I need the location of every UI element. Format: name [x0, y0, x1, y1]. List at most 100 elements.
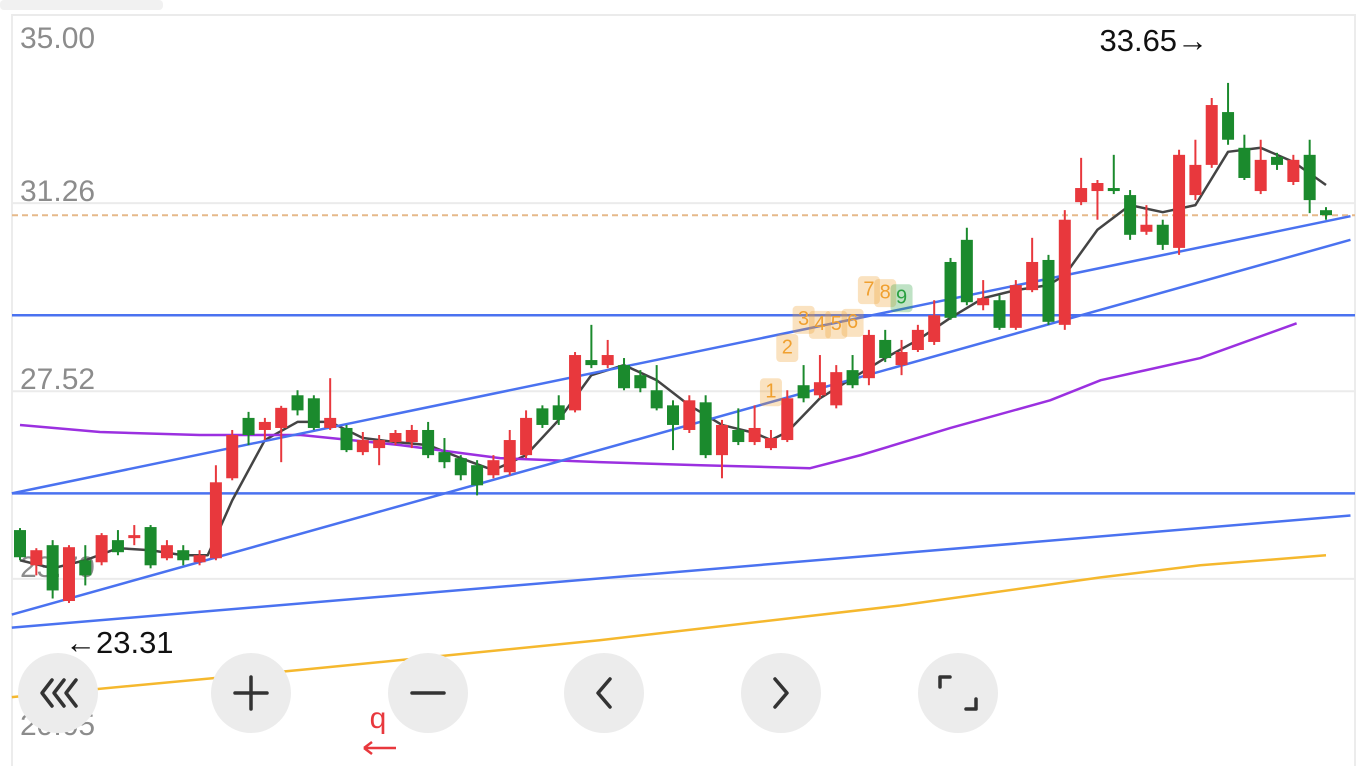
- zoom-out-button[interactable]: [388, 653, 468, 733]
- candle-body: [46, 545, 59, 591]
- candle-body: [862, 334, 875, 379]
- candle-body: [781, 398, 794, 441]
- candle-body: [79, 560, 92, 576]
- candle-body: [503, 440, 516, 473]
- td-label: 6: [847, 311, 858, 333]
- candle-body: [1058, 219, 1071, 325]
- candle-body: [1042, 259, 1055, 322]
- candle-body: [1140, 224, 1153, 232]
- candle-body: [977, 298, 990, 306]
- td-box: [792, 305, 815, 334]
- td-box: [890, 284, 913, 313]
- candle-body: [715, 424, 728, 456]
- candle-body: [1075, 188, 1088, 203]
- trend-line: [11, 514, 1351, 629]
- td-label: 7: [863, 278, 874, 300]
- td-box: [841, 308, 864, 337]
- candle-body: [585, 360, 598, 366]
- candle-body: [30, 550, 43, 566]
- candle-body: [242, 417, 255, 436]
- candle-body: [144, 527, 157, 566]
- min-label: ←23.31: [65, 625, 174, 660]
- max-label: 33.65→: [1099, 23, 1208, 58]
- candle-body: [193, 555, 206, 563]
- candle-body: [1320, 210, 1332, 216]
- candle-body: [275, 407, 288, 428]
- td-box: [776, 333, 799, 362]
- td-label: 4: [814, 313, 825, 335]
- candle-body: [748, 427, 761, 443]
- candle-body: [1287, 159, 1300, 182]
- scroll-left-button[interactable]: [564, 653, 644, 733]
- y-tick-label: 27.52: [20, 363, 95, 396]
- candle-body: [1107, 188, 1120, 192]
- td-box: [808, 310, 831, 339]
- candle-body: [699, 402, 712, 456]
- candle-body: [209, 482, 222, 559]
- candle-body: [634, 375, 647, 389]
- candle-body: [683, 400, 696, 430]
- candle-body: [895, 352, 908, 366]
- candle-body: [813, 382, 826, 396]
- candle-body: [324, 417, 337, 428]
- candle-body: [160, 545, 173, 559]
- candle-body: [422, 429, 435, 456]
- candle-body: [830, 372, 843, 406]
- candle-body: [487, 460, 500, 476]
- scroll-right-button[interactable]: [741, 653, 821, 733]
- candle-body: [1238, 147, 1251, 178]
- candle-body: [618, 365, 631, 389]
- candle-body: [764, 438, 777, 449]
- td-label: 1: [765, 381, 776, 403]
- collapse-button[interactable]: [18, 653, 98, 733]
- candle-body: [1156, 224, 1169, 245]
- candle-body: [340, 427, 353, 451]
- candle-body: [911, 329, 924, 351]
- fullscreen-button[interactable]: [918, 653, 998, 733]
- candle-body: [1254, 159, 1267, 192]
- candle-body: [1222, 112, 1235, 140]
- td-box: [857, 276, 880, 305]
- td-box: [759, 378, 782, 407]
- candle-body: [356, 440, 369, 453]
- candle-body: [226, 435, 239, 479]
- candle-body: [405, 429, 418, 443]
- candle-body: [291, 395, 304, 411]
- candle-body: [928, 315, 941, 342]
- candle-body: [1189, 164, 1202, 196]
- candle-body: [1271, 156, 1284, 165]
- candle-body: [993, 300, 1006, 328]
- candle-body: [1124, 195, 1137, 235]
- candle-body: [960, 239, 973, 303]
- td-label: 3: [798, 308, 809, 330]
- y-tick-label: 35.00: [20, 22, 95, 55]
- zoom-in-button[interactable]: [211, 653, 291, 733]
- marker-arrow: [363, 741, 396, 755]
- candle-body: [536, 408, 549, 425]
- candle-body: [1091, 183, 1104, 192]
- y-tick-label: 31.26: [20, 175, 95, 208]
- td-box: [874, 279, 897, 308]
- candle-body: [520, 417, 533, 456]
- candle-body: [95, 535, 108, 563]
- candle-body: [1303, 154, 1316, 201]
- td-label: 2: [782, 336, 793, 358]
- candle-body: [389, 433, 402, 443]
- candle-body: [62, 547, 75, 602]
- candle-body: [569, 355, 582, 411]
- candle-body: [667, 405, 679, 425]
- candle-body: [373, 440, 386, 449]
- candle-body: [944, 261, 957, 318]
- plot-area: 35.0031.2627.5223.7920.0512345678933.65→…: [11, 14, 1355, 742]
- candle-body: [552, 405, 565, 420]
- candle-body: [732, 429, 745, 443]
- moving-average: [11, 553, 1327, 699]
- candle-body: [307, 398, 320, 428]
- candle-body: [14, 530, 26, 558]
- candle-body: [438, 452, 451, 463]
- trend-line: [11, 214, 1351, 495]
- candle-body: [650, 390, 663, 409]
- candle-body: [879, 339, 892, 359]
- td-label: 5: [831, 313, 842, 335]
